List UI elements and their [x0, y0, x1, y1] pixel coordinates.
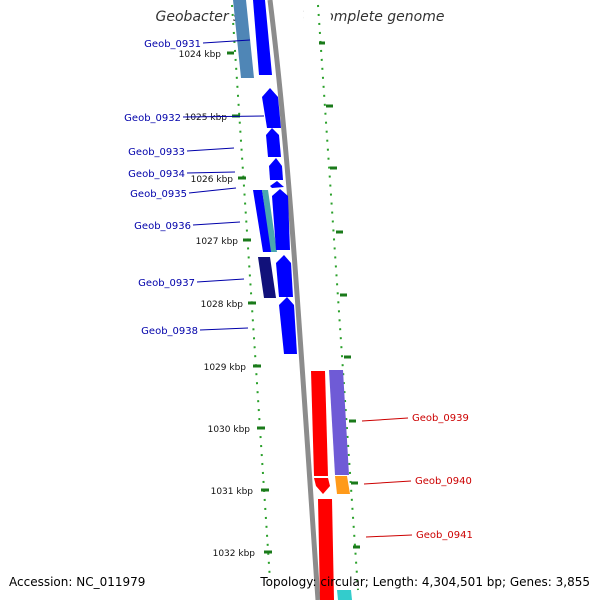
leader-0938	[199, 327, 249, 331]
gene-labels: Geob_0931 Geob_0932 Geob_0933 Geob_0934 …	[124, 39, 473, 541]
leader-0934	[186, 171, 236, 174]
gene-label[interactable]: Geob_0933	[128, 147, 185, 158]
leader-0937	[196, 278, 245, 283]
gene-label[interactable]: Geob_0937	[138, 278, 195, 289]
genome-summary-text: Topology: circular; Length: 4,304,501 bp…	[260, 575, 590, 589]
gene-label[interactable]: Geob_0936	[134, 221, 191, 232]
scale-label: 1026 kbp	[191, 175, 234, 185]
gene-label[interactable]: Geob_0940	[415, 476, 472, 487]
gene-label[interactable]: Geob_0934	[128, 169, 185, 180]
dotted-guide-left	[231, 4, 271, 581]
scale-label: 1025 kbp	[185, 113, 228, 123]
scale-label: 1031 kbp	[211, 487, 254, 497]
ortholog-bar-0939	[329, 370, 349, 475]
gene-label[interactable]: Geob_0941	[416, 530, 473, 541]
gene-label[interactable]: Geob_0931	[144, 39, 201, 50]
scale-label: 1027 kbp	[196, 237, 239, 247]
gene-0936-shape	[272, 189, 290, 250]
ortholog-bar-0936-b	[262, 190, 277, 252]
gene-label[interactable]: Geob_0938	[141, 326, 198, 337]
ortholog-bar-0931	[233, 0, 254, 78]
gene-0932-shape	[262, 88, 281, 128]
gene-0940-shape	[314, 478, 330, 494]
dotted-guides	[231, 4, 359, 591]
scale-label: 1028 kbp	[201, 300, 244, 310]
leader-0940	[363, 480, 412, 485]
forward-genes	[253, 0, 297, 354]
ortholog-bars	[233, 0, 352, 600]
scale-label: 1030 kbp	[208, 425, 251, 435]
gene-0933-shape	[266, 128, 281, 157]
leader-0935	[188, 187, 237, 194]
scale: 1024 kbp 1025 kbp 1026 kbp 1027 kbp 1028…	[179, 41, 360, 559]
gene-label[interactable]: Geob_0935	[130, 189, 187, 200]
gene-leader-lines	[182, 39, 413, 538]
scale-label: 1024 kbp	[179, 50, 222, 60]
gene-label[interactable]: Geob_0939	[412, 413, 469, 424]
ortholog-bar-0940	[335, 476, 350, 494]
leader-0936	[192, 221, 241, 226]
gene-label[interactable]: Geob_0932	[124, 113, 181, 124]
genome-backbone	[267, 0, 321, 600]
scale-label: 1032 kbp	[213, 549, 256, 559]
ortholog-bar-bottom	[337, 590, 352, 600]
accession-text: Accession: NC_011979	[9, 575, 146, 589]
leader-0932	[182, 115, 265, 118]
reverse-genes	[311, 371, 334, 600]
gene-0935-shape	[270, 181, 284, 188]
gene-0939-shape	[311, 371, 328, 476]
ortholog-bar-0937	[258, 257, 276, 298]
ortholog-bar-0936	[253, 190, 272, 252]
gene-0937-shape	[276, 255, 293, 297]
leader-0931	[202, 39, 251, 44]
gene-0931-shape	[253, 0, 272, 75]
gene-0941-shape	[318, 499, 334, 600]
leader-0933	[186, 147, 235, 152]
leader-0941	[365, 534, 413, 538]
gene-0938-shape	[279, 297, 297, 354]
scale-label: 1029 kbp	[204, 363, 247, 373]
gene-0934-shape	[269, 158, 283, 180]
leader-0939	[361, 417, 409, 422]
